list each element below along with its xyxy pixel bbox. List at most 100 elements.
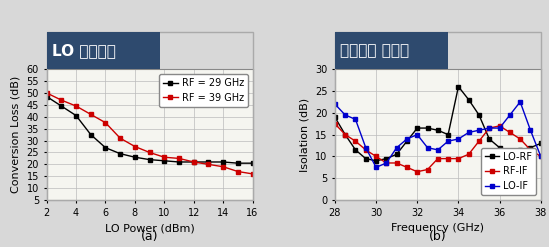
LO-RF — [393, 153, 400, 156]
Y-axis label: Isolation (dB): Isolation (dB) — [299, 98, 309, 172]
LO-RF — [414, 127, 421, 130]
RF-IF — [507, 131, 513, 134]
X-axis label: Frequency (GHz): Frequency (GHz) — [391, 223, 484, 233]
RF-IF — [537, 155, 544, 158]
LO-RF — [435, 129, 441, 132]
LO-RF — [342, 133, 349, 136]
LO-IF — [517, 101, 524, 103]
RF-IF — [517, 138, 524, 141]
RF = 39 GHz — [132, 145, 138, 148]
LO-RF — [496, 146, 503, 149]
RF-IF — [435, 157, 441, 160]
RF = 29 GHz — [58, 104, 65, 107]
LO-IF — [486, 127, 492, 130]
LO-RF — [507, 151, 513, 154]
Y-axis label: Conversion Loss (dB): Conversion Loss (dB) — [11, 76, 21, 193]
RF-IF — [475, 140, 483, 143]
RF = 29 GHz — [43, 95, 50, 98]
Text: (a): (a) — [141, 230, 158, 243]
RF = 29 GHz — [176, 161, 182, 164]
LO-RF — [486, 138, 492, 141]
LO-IF — [414, 133, 421, 136]
LO-IF — [507, 114, 513, 117]
RF-IF — [352, 140, 359, 143]
RF = 39 GHz — [117, 137, 124, 140]
RF = 29 GHz — [220, 161, 226, 164]
RF-IF — [527, 148, 534, 151]
RF = 29 GHz — [205, 161, 212, 164]
RF = 39 GHz — [87, 113, 94, 116]
RF = 39 GHz — [146, 151, 153, 154]
LO-RF — [332, 116, 338, 119]
RF = 29 GHz — [117, 152, 124, 155]
RF = 29 GHz — [161, 159, 167, 162]
LO-RF — [373, 159, 379, 162]
LO-RF — [466, 98, 472, 101]
LO-RF — [352, 148, 359, 151]
LO-IF — [404, 138, 410, 141]
LO-IF — [332, 103, 338, 105]
X-axis label: LO Power (dBm): LO Power (dBm) — [105, 223, 194, 233]
RF = 29 GHz — [73, 114, 80, 117]
LO-RF — [362, 157, 369, 160]
LO-RF — [455, 85, 462, 88]
RF-IF — [445, 157, 451, 160]
RF-IF — [414, 170, 421, 173]
RF = 29 GHz — [132, 156, 138, 159]
RF = 29 GHz — [102, 146, 109, 149]
LO-RF — [537, 142, 544, 145]
RF = 39 GHz — [205, 163, 212, 166]
LO-RF — [517, 148, 524, 151]
RF-IF — [404, 166, 410, 169]
RF = 39 GHz — [191, 161, 197, 164]
RF = 39 GHz — [176, 157, 182, 160]
Line: LO-RF: LO-RF — [333, 85, 543, 163]
RF = 29 GHz — [249, 162, 256, 165]
RF = 29 GHz — [146, 158, 153, 161]
LO-IF — [466, 131, 472, 134]
Text: 혼합기의 격리도: 혼합기의 격리도 — [340, 43, 410, 58]
LO-IF — [393, 146, 400, 149]
RF-IF — [342, 133, 349, 136]
LO-RF — [475, 114, 483, 117]
RF = 39 GHz — [220, 165, 226, 168]
LO-IF — [362, 146, 369, 149]
LO-IF — [496, 127, 503, 130]
Line: RF-IF: RF-IF — [333, 122, 543, 174]
Legend: LO-RF, RF-IF, LO-IF: LO-RF, RF-IF, LO-IF — [481, 148, 536, 195]
RF = 39 GHz — [249, 172, 256, 175]
LO-IF — [537, 155, 544, 158]
RF-IF — [455, 157, 462, 160]
RF = 29 GHz — [87, 133, 94, 136]
LO-IF — [373, 166, 379, 169]
LO-RF — [383, 157, 390, 160]
LO-IF — [352, 118, 359, 121]
Legend: RF = 29 GHz, RF = 39 GHz: RF = 29 GHz, RF = 39 GHz — [159, 74, 248, 107]
LO-IF — [435, 148, 441, 151]
Text: LO 변환손실: LO 변환손실 — [52, 43, 116, 58]
LO-RF — [445, 133, 451, 136]
LO-RF — [404, 140, 410, 143]
Line: RF = 39 GHz: RF = 39 GHz — [44, 91, 255, 176]
RF = 39 GHz — [102, 121, 109, 124]
LO-IF — [424, 146, 431, 149]
RF-IF — [393, 162, 400, 165]
RF = 39 GHz — [234, 170, 241, 173]
RF = 39 GHz — [43, 91, 50, 94]
LO-IF — [383, 162, 390, 165]
RF = 39 GHz — [73, 104, 80, 107]
RF-IF — [383, 162, 390, 165]
LO-IF — [475, 129, 483, 132]
LO-RF — [527, 146, 534, 149]
LO-IF — [527, 129, 534, 132]
RF-IF — [486, 127, 492, 130]
RF-IF — [424, 168, 431, 171]
RF = 39 GHz — [161, 156, 167, 159]
Line: RF = 29 GHz: RF = 29 GHz — [44, 94, 255, 165]
LO-IF — [445, 140, 451, 143]
RF = 39 GHz — [58, 99, 65, 102]
LO-IF — [342, 114, 349, 117]
LO-IF — [455, 138, 462, 141]
RF = 29 GHz — [234, 162, 241, 165]
Text: (b): (b) — [429, 230, 447, 243]
